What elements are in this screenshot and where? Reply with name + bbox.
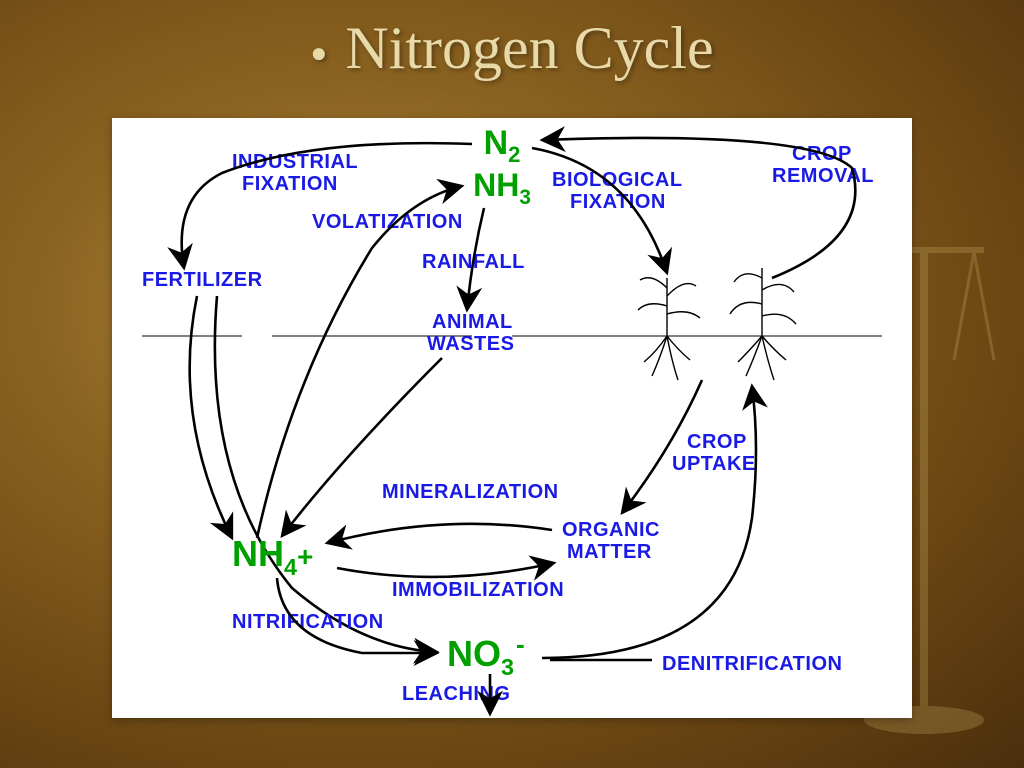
label-fertilizer: FERTILIZER — [142, 269, 263, 291]
label-organic-matter: ORGANIC MATTER — [562, 519, 666, 563]
edge-fertilizer-nh4 — [190, 296, 232, 538]
label-leaching: LEACHING — [402, 683, 510, 705]
title-bullet-icon: ● — [310, 38, 327, 69]
label-industrial-fixation: INDUSTRIAL FIXATION — [232, 151, 364, 195]
diagram-panel: N2 NH3 INDUSTRIAL FIXATION VOLATIZATION … — [112, 118, 912, 718]
nitrogen-cycle-diagram: N2 NH3 INDUSTRIAL FIXATION VOLATIZATION … — [112, 118, 912, 718]
title-text: Nitrogen Cycle — [345, 15, 713, 81]
label-denitrification: DENITRIFICATION — [662, 653, 842, 675]
slide-title: ● Nitrogen Cycle — [0, 14, 1024, 83]
edge-mineralization — [327, 524, 552, 543]
chem-n2: N2 — [484, 124, 521, 167]
label-mineralization: MINERALIZATION — [382, 481, 559, 503]
slide-background: ● Nitrogen Cycle N2 NH3 — [0, 0, 1024, 768]
plants-icon — [638, 268, 796, 380]
edge-immobilization — [337, 563, 554, 577]
label-animal-wastes: ANIMAL WASTES — [427, 311, 518, 355]
label-crop-uptake: CROP UPTAKE — [672, 431, 756, 475]
label-crop-removal: CROP REMOVAL — [772, 143, 874, 187]
label-nitrification: NITRIFICATION — [232, 611, 384, 633]
chem-no3: NO3- — [447, 629, 525, 680]
edge-animal-nh4 — [282, 358, 442, 536]
label-immobilization: IMMOBILIZATION — [392, 579, 564, 601]
chem-nh4: NH4+ — [232, 533, 313, 580]
chem-nh3: NH3 — [473, 167, 531, 209]
